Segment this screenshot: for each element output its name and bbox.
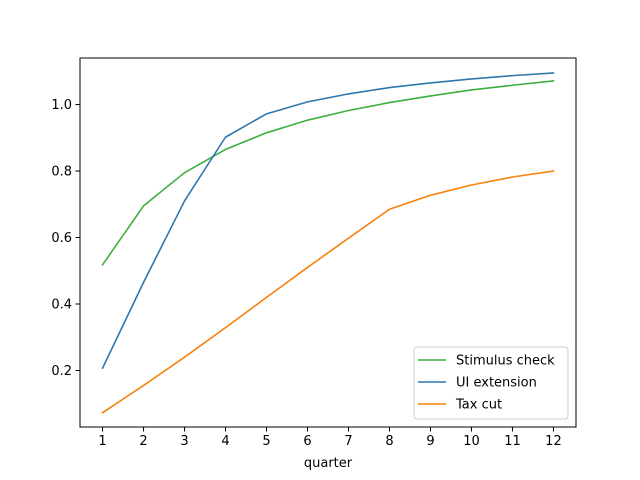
plot-frame	[79, 57, 577, 428]
legend-entry-label: Tax cut	[455, 398, 502, 413]
x-tick-label: 12	[545, 434, 562, 449]
x-tick-label: 6	[303, 434, 311, 449]
y-tick-label: 0.2	[51, 364, 72, 379]
y-tick-label: 0.6	[51, 231, 72, 246]
x-tick-label: 9	[426, 434, 434, 449]
y-tick-label: 0.4	[51, 298, 72, 313]
y-tick-label: 0.8	[51, 165, 72, 180]
x-axis-label: quarter	[304, 456, 353, 471]
legend-box	[413, 346, 569, 420]
x-tick-label: 4	[221, 434, 229, 449]
x-tick-label: 5	[262, 434, 270, 449]
x-tick-label: 7	[344, 434, 352, 449]
series-line-tax-cut	[101, 170, 555, 414]
series-line-ui-extension	[101, 72, 555, 370]
legend-entry-label: UI extension	[456, 376, 537, 391]
x-tick-label: 8	[385, 434, 393, 449]
legend-entry-label: Stimulus check	[456, 354, 555, 369]
x-tick-label: 11	[504, 434, 521, 449]
series-layer	[101, 72, 555, 414]
y-axis: 0.2 0.4 0.6 0.8 1.0	[51, 98, 80, 379]
x-tick-label: 2	[139, 434, 147, 449]
legend: Stimulus check UI extension Tax cut	[413, 346, 569, 420]
y-tick-label: 1.0	[51, 98, 72, 113]
x-tick-label: 3	[180, 434, 188, 449]
series-line-stimulus-check	[101, 80, 555, 266]
x-axis: 1 2 3 4 5 6 7 8 9 10 11 12	[98, 427, 562, 449]
x-tick-label: 1	[98, 434, 106, 449]
x-tick-label: 10	[463, 434, 480, 449]
